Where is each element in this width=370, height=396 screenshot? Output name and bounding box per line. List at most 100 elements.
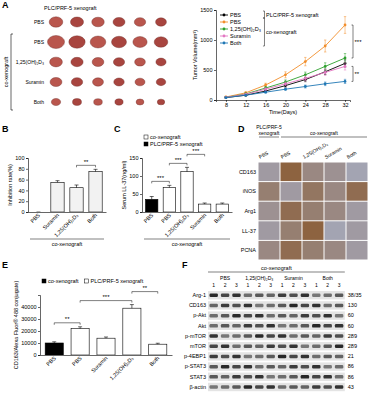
tumor-photo <box>114 78 124 86</box>
legend-label: PBS <box>230 19 241 25</box>
blot-band <box>301 294 309 298</box>
tick-label: Suramin <box>41 212 60 231</box>
tick: 12 <box>243 100 249 108</box>
plot-area <box>146 167 229 212</box>
blot-band <box>221 375 229 379</box>
tick-label: 24 <box>303 102 309 108</box>
blot-band <box>289 345 297 349</box>
y-axis: 010000200003000040000 <box>21 296 40 359</box>
kda-label: 38/35 <box>348 292 362 298</box>
error-bar <box>225 97 227 99</box>
blot-strip <box>208 301 345 309</box>
blot-band <box>289 355 297 359</box>
ihc-image <box>281 182 302 201</box>
blot-band <box>301 324 309 328</box>
ihc-image <box>303 182 324 201</box>
panel-letter: D <box>238 124 245 134</box>
marker <box>304 85 307 88</box>
bar <box>89 172 102 213</box>
tick-label: Suramin <box>90 355 109 374</box>
blot-band <box>255 314 263 318</box>
error-bar <box>245 94 247 95</box>
tumor-photo <box>92 17 105 27</box>
error-bar <box>52 342 56 343</box>
blot-band <box>210 324 218 328</box>
legend-marker <box>223 28 226 31</box>
tick-mark <box>38 319 40 320</box>
error-bar <box>185 167 189 171</box>
blot-band <box>324 304 332 308</box>
blot-band <box>312 365 320 369</box>
blot-band <box>278 385 286 389</box>
blot-band <box>267 355 275 359</box>
legend-group-label: PLC/PRF-5 xenograft <box>266 12 319 18</box>
marker <box>344 57 347 60</box>
tumor-photo <box>50 77 62 86</box>
significance-bracket <box>80 301 132 303</box>
ihc-image <box>325 221 346 240</box>
kda-label: 289 <box>348 333 357 339</box>
blot-band <box>324 365 332 369</box>
figure: ABCDEFPLC/PRF-5 xenograftPBSPBS1,25(OH)₂… <box>0 0 370 396</box>
blot-band <box>244 314 252 318</box>
blot-band <box>278 345 286 349</box>
group-line <box>259 137 279 138</box>
significance: *** <box>355 39 363 45</box>
group-label: xenograft <box>259 130 280 136</box>
blot-band <box>244 324 252 328</box>
bracket <box>11 34 13 110</box>
tick-label: Both <box>86 212 98 224</box>
kda-label: 86 <box>348 363 354 369</box>
x-axis-title: co-xenograft <box>52 241 83 247</box>
blot-band <box>289 314 297 318</box>
blot-band <box>244 334 252 338</box>
y-axis-title: Serum LL-37(ng/ml) <box>121 160 127 209</box>
tick-label: 30000 <box>21 316 36 322</box>
group-label: Both <box>323 275 334 281</box>
legend-label: PLC/PRF-5 xenograft <box>91 278 144 284</box>
column-label: PBS <box>280 149 292 160</box>
blot-band <box>221 334 229 338</box>
blot-band <box>301 345 309 349</box>
tick: 0 <box>209 97 216 103</box>
blot-band <box>335 324 343 328</box>
ihc-image <box>259 221 280 240</box>
blot-band <box>267 375 275 379</box>
significance-bracket <box>152 181 170 183</box>
lane-label: 2 <box>258 282 261 288</box>
tick-label: 0 <box>209 97 212 103</box>
ihc-image <box>281 202 302 221</box>
blot-band <box>312 355 320 359</box>
tumor-photo <box>156 58 166 66</box>
tick: PBS <box>29 212 41 224</box>
plot-area <box>225 17 347 99</box>
error-bar <box>304 78 306 82</box>
marker <box>304 77 307 80</box>
marker <box>324 71 327 74</box>
blot-band <box>301 314 309 318</box>
tick: 150 <box>129 155 142 161</box>
x-axis: PBSPBSSuramin1,25(OH)₂D₃Both <box>41 355 173 381</box>
tick: 80 <box>18 166 28 172</box>
series-line <box>226 66 345 97</box>
blot-band <box>244 375 252 379</box>
tick-label: 100 <box>129 173 138 179</box>
ihc-image <box>347 241 368 260</box>
legend-label: Suramin <box>230 33 250 39</box>
tick: 20 <box>18 198 28 204</box>
tumor-photo <box>71 57 83 66</box>
tick-label: Both <box>213 212 225 224</box>
tick: 0 <box>21 209 28 215</box>
panel-letter: B <box>2 124 9 134</box>
legend-marker <box>223 14 226 17</box>
legend-swatch <box>144 135 148 139</box>
marker <box>344 65 347 68</box>
ihc-image <box>259 182 280 201</box>
bar <box>149 344 167 355</box>
tick-mark <box>214 10 216 11</box>
tick: 1,25(OH)₂D₃ <box>53 212 79 238</box>
blot-band <box>278 294 286 298</box>
row-label: Akt <box>198 323 206 329</box>
legend-bracket <box>263 18 265 46</box>
tick: 30000 <box>21 316 40 322</box>
